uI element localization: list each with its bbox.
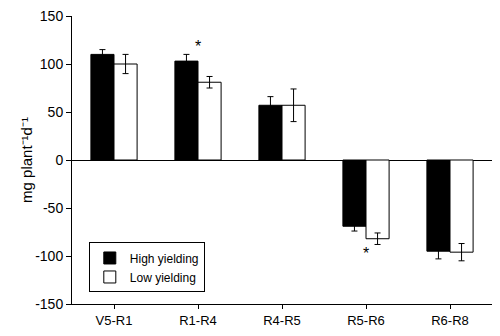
- svg-text:*: *: [195, 38, 201, 55]
- svg-text:-150: -150: [35, 296, 63, 312]
- svg-text:50: 50: [48, 104, 64, 120]
- svg-text:R1-R4: R1-R4: [179, 313, 217, 328]
- svg-text:*: *: [363, 245, 369, 262]
- svg-text:-50: -50: [43, 200, 63, 216]
- svg-text:V5-R1: V5-R1: [96, 313, 133, 328]
- svg-text:R4-R5: R4-R5: [263, 313, 301, 328]
- svg-text:0: 0: [55, 152, 63, 168]
- svg-text:mg plant⁻¹d⁻¹: mg plant⁻¹d⁻¹: [18, 117, 35, 203]
- svg-text:150: 150: [40, 8, 64, 24]
- svg-text:-100: -100: [35, 248, 63, 264]
- svg-text:R5-R6: R5-R6: [347, 313, 385, 328]
- svg-text:High yielding: High yielding: [130, 252, 199, 266]
- svg-text:Low yielding: Low yielding: [130, 271, 196, 285]
- svg-text:100: 100: [40, 56, 64, 72]
- svg-text:R6-R8: R6-R8: [431, 313, 469, 328]
